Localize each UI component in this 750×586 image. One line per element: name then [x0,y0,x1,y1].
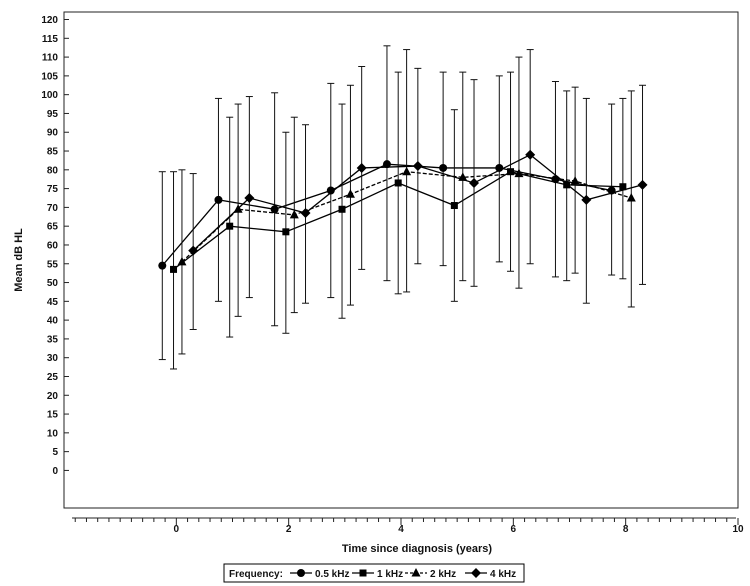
x-tick-label: 2 [286,524,292,535]
data-point [300,208,311,219]
data-point [158,261,167,270]
data-point [356,162,367,173]
y-tick-label: 95 [47,109,59,120]
y-tick-label: 100 [41,90,58,101]
y-tick-label: 30 [47,353,59,364]
data-point [507,168,515,176]
data-point [402,166,412,176]
y-tick-label: 90 [47,128,59,139]
y-axis-title: Mean dB HL [13,228,25,292]
data-point [382,160,391,169]
x-axis-title: Time since diagnosis (years) [342,543,493,555]
data-point [270,205,279,214]
x-tick-label: 10 [732,524,744,535]
data-point [226,222,234,230]
y-tick-label: 10 [47,428,59,439]
legend: Frequency: 0.5 kHz 1 kHz 2 kHz 4 kHz [223,563,525,583]
data-point [214,195,223,204]
data-point [326,186,335,195]
data-point [282,228,290,236]
legend-entry: 4 kHz [490,569,516,580]
data-point [412,161,423,172]
data-point [177,256,187,266]
y-tick-label: 20 [47,391,59,402]
y-tick-label: 0 [52,466,58,477]
data-point [188,245,199,256]
x-tick-label: 4 [398,524,404,535]
data-point [581,194,592,205]
data-point [570,176,580,185]
y-tick-label: 65 [47,222,59,233]
data-point [289,209,299,219]
legend-marker [359,569,367,577]
y-tick-label: 110 [42,53,59,64]
y-tick-label: 50 [47,278,59,289]
y-tick-label: 70 [47,203,59,214]
x-tick-label: 8 [623,524,629,535]
y-tick-label: 60 [47,240,59,251]
data-point [439,163,448,172]
y-tick-label: 40 [47,316,59,327]
y-tick-label: 120 [41,15,58,26]
x-tick-label: 6 [511,524,517,535]
data-point [514,168,524,178]
legend-entry: 2 kHz [430,569,456,580]
series-2-khz [177,49,636,355]
data-point [394,179,402,187]
y-tick-label: 105 [41,71,58,82]
data-point [619,183,627,191]
y-tick-label: 115 [42,34,59,45]
data-point [450,202,458,210]
y-tick-label: 55 [47,259,59,270]
legend-entry: 1 kHz [377,569,403,580]
plot-frame [63,11,739,509]
data-point [345,189,355,198]
y-tick-label: 5 [52,447,58,458]
series-layer [158,45,648,370]
y-tick-label: 80 [47,165,59,176]
y-tick-label: 25 [47,372,59,383]
y-tick-label: 75 [47,184,59,195]
data-point [469,177,480,188]
series-0-5-khz [158,45,616,361]
data-point [170,265,178,273]
x-axis: 0 2 4 6 8 10 [72,517,744,535]
legend-marker [411,568,421,577]
legend-marker [297,569,305,577]
y-tick-label: 85 [47,147,59,158]
y-tick-label: 15 [47,410,59,421]
data-point [626,193,636,202]
y-axis: 0 5 10 15 20 25 30 35 40 45 50 55 60 65 70 75 80 85 90 95 10… [41,15,69,477]
legend-title: Frequency: [229,569,283,580]
legend-marker [471,568,481,578]
legend-entry: 0.5 kHz [315,569,349,580]
x-tick-label: 0 [174,524,180,535]
data-point [525,149,536,160]
series-4-khz [188,49,648,331]
y-tick-label: 45 [47,297,59,308]
plot-area [63,11,739,509]
data-point [338,205,346,213]
data-point [637,179,648,190]
y-tick-label: 35 [47,334,59,345]
data-point [244,193,255,203]
